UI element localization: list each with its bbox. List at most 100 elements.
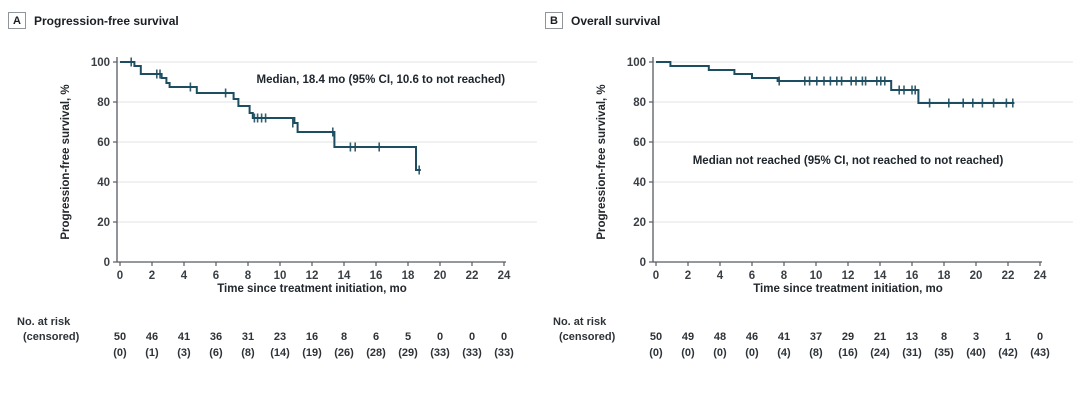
at-risk-value: 13: [905, 331, 919, 343]
x-tick-label: 20: [434, 270, 447, 282]
censored-label: (censored): [559, 331, 616, 343]
x-tick-label: 14: [874, 270, 887, 282]
x-tick-label: 8: [781, 270, 788, 282]
at-risk-value: 21: [873, 331, 887, 343]
y-tick-label: 80: [97, 97, 110, 109]
x-tick-label: 0: [653, 270, 659, 282]
km-step-curve: [120, 61, 421, 171]
x-tick-label: 10: [810, 270, 823, 282]
at-risk-value: 41: [777, 331, 791, 343]
x-tick-label: 24: [498, 270, 511, 282]
at-risk-value: 8: [340, 331, 348, 343]
panel-a: A Progression-free survival 0 20 40 60 80 100…: [8, 12, 537, 359]
no-at-risk-label: No. at risk: [17, 316, 71, 328]
censored-value: (0): [649, 347, 663, 359]
censored-value: (19): [302, 347, 322, 359]
x-tick-label: 22: [466, 270, 479, 282]
x-tick-label: 16: [370, 270, 383, 282]
at-risk-value: 6: [372, 331, 380, 343]
median-annotation: Median not reached (95% CI, not reached …: [692, 155, 1004, 167]
censored-value: (0): [745, 347, 759, 359]
at-risk-value: 48: [713, 331, 727, 343]
censored-value: (0): [681, 347, 695, 359]
censored-value: (40): [966, 347, 986, 359]
panel-b-title: Overall survival: [571, 13, 661, 28]
censored-value: (6): [209, 347, 223, 359]
censored-label: (censored): [23, 331, 80, 343]
y-tick-label: 20: [633, 217, 646, 229]
at-risk-value: 1: [1004, 331, 1012, 343]
x-tick-label: 16: [906, 270, 919, 282]
censored-value: (0): [713, 347, 727, 359]
at-risk-value: 29: [841, 331, 855, 343]
x-tick-label: 12: [306, 270, 319, 282]
censored-value: (42): [998, 347, 1018, 359]
at-risk-value: 16: [305, 331, 319, 343]
y-tick-label: 80: [633, 97, 646, 109]
at-risk-value: 50: [113, 331, 127, 343]
x-tick-label: 4: [181, 270, 188, 282]
panel-a-label-badge: A: [8, 12, 26, 29]
at-risk-value: 0: [1036, 331, 1044, 343]
median-annotation: Median, 18.4 mo (95% CI, 10.6 to not rea…: [256, 74, 506, 86]
x-tick-label: 10: [274, 270, 287, 282]
x-tick-label: 4: [717, 270, 724, 282]
censored-value: (4): [777, 347, 791, 359]
x-tick-label: 0: [117, 270, 123, 282]
panel-a-title: Progression-free survival: [34, 13, 179, 28]
panel-b-label-badge: B: [545, 12, 563, 29]
y-tick-label: 40: [633, 177, 646, 189]
y-tick-label: 60: [633, 137, 646, 149]
x-tick-label: 18: [938, 270, 951, 282]
panel-a-header: A Progression-free survival: [8, 12, 179, 29]
censored-value: (3): [177, 347, 191, 359]
at-risk-value: 0: [500, 331, 508, 343]
at-risk-value: 37: [809, 331, 823, 343]
x-tick-label: 18: [402, 270, 415, 282]
censored-value: (35): [934, 347, 954, 359]
at-risk-value: 3: [972, 331, 980, 343]
no-at-risk-label: No. at risk: [553, 316, 607, 328]
x-tick-label: 14: [338, 270, 351, 282]
censored-value: (0): [113, 347, 127, 359]
at-risk-value: 50: [649, 331, 663, 343]
censored-value: (1): [145, 347, 159, 359]
x-tick-label: 6: [213, 270, 219, 282]
censored-value: (8): [809, 347, 823, 359]
at-risk-value: 0: [436, 331, 444, 343]
y-tick-label: 40: [97, 177, 110, 189]
at-risk-value: 31: [241, 331, 255, 343]
y-tick-label: 100: [627, 57, 646, 69]
km-step-curve: [656, 61, 1015, 104]
x-axis-title: Time since treatment initiation, mo: [217, 283, 407, 295]
censored-value: (33): [462, 347, 482, 359]
y-axis-title: Progression-free survival, %: [60, 84, 72, 240]
y-axis-title: Progression-free survival, %: [596, 84, 608, 240]
x-tick-label: 2: [685, 270, 691, 282]
censored-value: (28): [366, 347, 386, 359]
censored-value: (29): [398, 347, 418, 359]
censored-value: (33): [494, 347, 514, 359]
at-risk-value: 8: [940, 331, 948, 343]
censored-value: (14): [270, 347, 290, 359]
x-axis-title: Time since treatment initiation, mo: [753, 283, 943, 295]
censored-value: (24): [870, 347, 890, 359]
x-tick-label: 24: [1034, 270, 1047, 282]
x-tick-label: 12: [842, 270, 855, 282]
y-tick-label: 0: [640, 257, 646, 269]
y-tick-label: 100: [91, 57, 110, 69]
at-risk-value: 23: [273, 331, 287, 343]
x-tick-label: 8: [245, 270, 252, 282]
censored-value: (8): [241, 347, 255, 359]
x-tick-label: 20: [970, 270, 983, 282]
at-risk-value: 41: [177, 331, 191, 343]
panel-b: B Overall survival 0 20 40 60 80 100 0 2 4 6 8 10 12…: [540, 0, 1080, 400]
x-tick-label: 6: [749, 270, 755, 282]
at-risk-value: 49: [681, 331, 695, 343]
censored-value: (43): [1030, 347, 1050, 359]
censored-value: (31): [902, 347, 922, 359]
x-tick-label: 2: [149, 270, 155, 282]
